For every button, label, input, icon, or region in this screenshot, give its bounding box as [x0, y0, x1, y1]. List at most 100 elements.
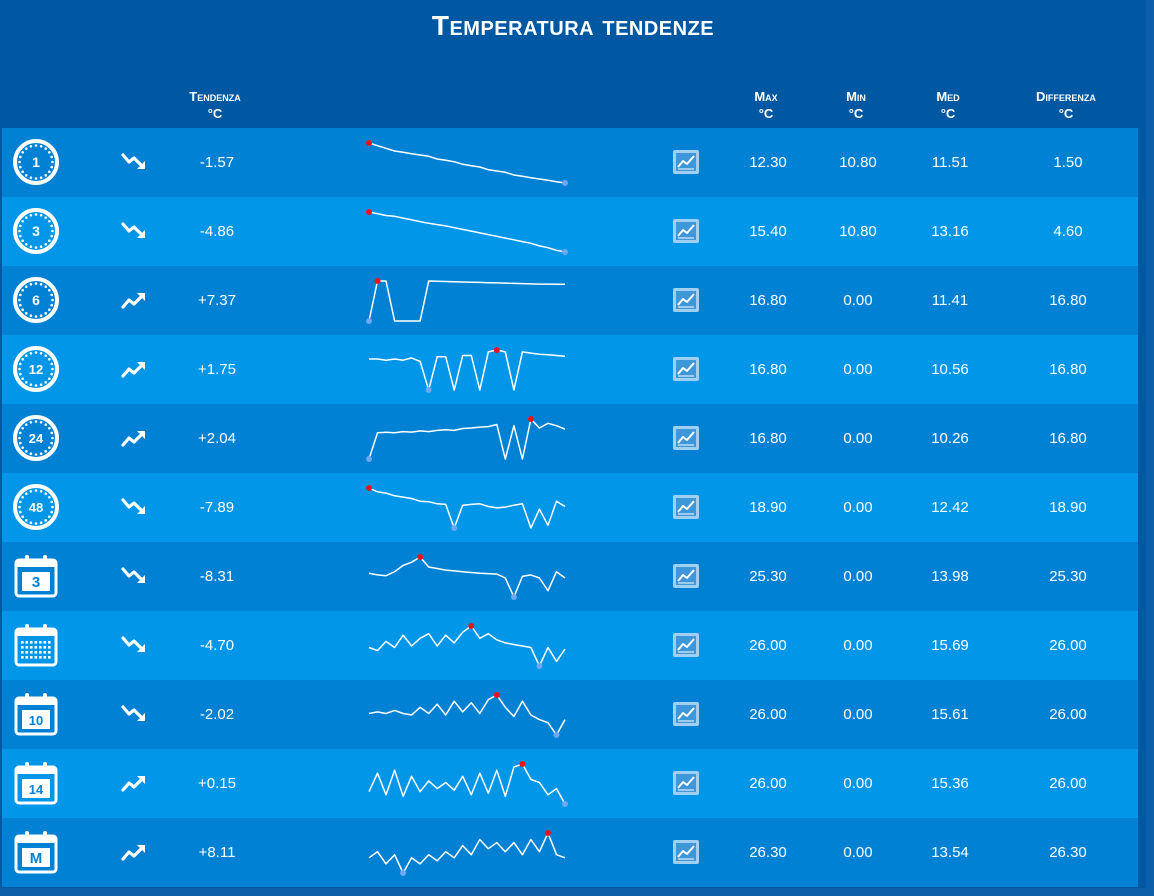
line-chart-icon [673, 702, 699, 726]
horizontal-scrollbar[interactable] [0, 888, 1146, 896]
calendar-3-icon: 3 [12, 552, 60, 600]
svg-text:1: 1 [32, 154, 40, 170]
sparkline-series [368, 625, 566, 667]
table-row: 14 +0.15 26.00 0.00 15.36 26.00 [2, 749, 1138, 818]
sparkline [364, 623, 570, 669]
diff-value: 25.30 [1049, 568, 1087, 585]
open-chart-button[interactable] [672, 217, 700, 245]
table-row: 1 -1.57 12.30 10.80 11.51 1.50 [2, 128, 1138, 197]
sparkline-chart [368, 554, 566, 600]
trend-up-icon [120, 288, 148, 312]
sparkline [364, 692, 570, 738]
vertical-scrollbar[interactable] [1146, 0, 1154, 896]
table-row: -4.70 26.00 0.00 15.69 26.00 [2, 611, 1138, 680]
open-chart-button[interactable] [672, 838, 700, 866]
max-value: 26.00 [749, 637, 787, 654]
clock-6-icon: 6 [12, 276, 60, 324]
sparkline [364, 761, 570, 807]
sparkline-min-marker [562, 801, 568, 807]
open-chart-button[interactable] [672, 700, 700, 728]
sparkline-series [368, 211, 566, 253]
sparkline-max-marker [493, 692, 500, 698]
sparkline-max-marker [493, 347, 500, 353]
header-avg-unit: °C [940, 106, 956, 121]
sparkline [364, 554, 570, 600]
open-chart-button[interactable] [672, 769, 700, 797]
avg-value: 13.16 [931, 223, 969, 240]
max-value: 12.30 [749, 154, 787, 171]
open-chart-button[interactable] [672, 562, 700, 590]
trend-value: -7.89 [199, 499, 235, 516]
header-diff-unit: °C [1058, 106, 1074, 121]
diff-value: 26.00 [1049, 775, 1087, 792]
avg-value: 15.61 [931, 706, 969, 723]
max-value: 18.90 [749, 499, 787, 516]
min-value: 0.00 [843, 361, 873, 378]
min-value: 0.00 [843, 568, 873, 585]
sparkline-chart [366, 278, 565, 324]
min-value: 0.00 [843, 430, 873, 447]
sparkline-max-marker [366, 485, 372, 491]
header-trend-unit: °C [207, 106, 223, 121]
avg-value: 13.54 [931, 844, 969, 861]
avg-value: 10.56 [931, 361, 969, 378]
trend-value: -4.86 [199, 223, 235, 240]
trend-down-icon [120, 219, 148, 243]
table-row: 3 -8.31 25.30 0.00 13.98 25.30 [2, 542, 1138, 611]
sparkline-max-marker [527, 416, 534, 422]
sparkline-chart [369, 347, 566, 393]
trend-value: +8.11 [198, 844, 236, 861]
sparkline-min-marker [562, 249, 568, 255]
table-row: 12 +1.75 16.80 0.00 10.56 16.80 [2, 335, 1138, 404]
trend-value: +7.37 [198, 292, 236, 309]
avg-value: 10.26 [931, 430, 969, 447]
avg-value: 11.51 [931, 154, 969, 171]
table-row: 48 -7.89 18.90 0.00 12.42 18.90 [2, 473, 1138, 542]
trend-down-icon [120, 564, 148, 588]
sparkline-series [369, 349, 566, 391]
line-chart-icon [673, 495, 699, 519]
table-row: M +8.11 26.30 0.00 13.54 26.30 [2, 818, 1138, 887]
sparkline-max-marker [366, 140, 372, 146]
trend-value: -2.02 [199, 706, 235, 723]
sparkline-chart [368, 692, 566, 738]
table-row: 3 -4.86 15.40 10.80 13.16 4.60 [2, 197, 1138, 266]
sparkline-series [368, 694, 566, 736]
line-chart-icon [673, 633, 699, 657]
trend-down-icon [120, 495, 148, 519]
header-trend: Tendenza °C [170, 88, 260, 126]
sparkline-min-marker [553, 732, 560, 738]
open-chart-button[interactable] [672, 493, 700, 521]
svg-text:6: 6 [32, 292, 40, 308]
sparkline-min-marker [451, 525, 458, 531]
sparkline-chart [368, 830, 566, 876]
diff-value: 1.50 [1053, 154, 1083, 171]
trend-down-icon [120, 702, 148, 726]
sparkline-max-marker [544, 830, 551, 836]
header-trend-label: Tendenza [189, 89, 241, 104]
trend-down-icon [120, 633, 148, 657]
sparkline-min-marker [400, 870, 407, 876]
sparkline-min-marker [536, 663, 543, 669]
header-max: Max °C [730, 88, 802, 126]
sparkline-chart [368, 761, 568, 807]
sparkline-series [368, 763, 566, 805]
sparkline-chart [366, 485, 566, 531]
table-row: 6 +7.37 16.80 0.00 11.41 16.80 [2, 266, 1138, 335]
clock-3-icon: 3 [12, 207, 60, 255]
trend-value: +1.75 [198, 361, 236, 378]
open-chart-button[interactable] [672, 355, 700, 383]
open-chart-button[interactable] [672, 286, 700, 314]
header-min-unit: °C [848, 106, 864, 121]
diff-value: 16.80 [1049, 430, 1087, 447]
header-min-label: Min [846, 89, 866, 104]
header-max-label: Max [754, 89, 778, 104]
header-avg: Med °C [912, 88, 984, 126]
diff-value: 26.30 [1049, 844, 1087, 861]
open-chart-button[interactable] [672, 148, 700, 176]
avg-value: 13.98 [931, 568, 969, 585]
open-chart-button[interactable] [672, 631, 700, 659]
trend-up-icon [120, 426, 148, 450]
open-chart-button[interactable] [672, 424, 700, 452]
avg-value: 12.42 [931, 499, 969, 516]
